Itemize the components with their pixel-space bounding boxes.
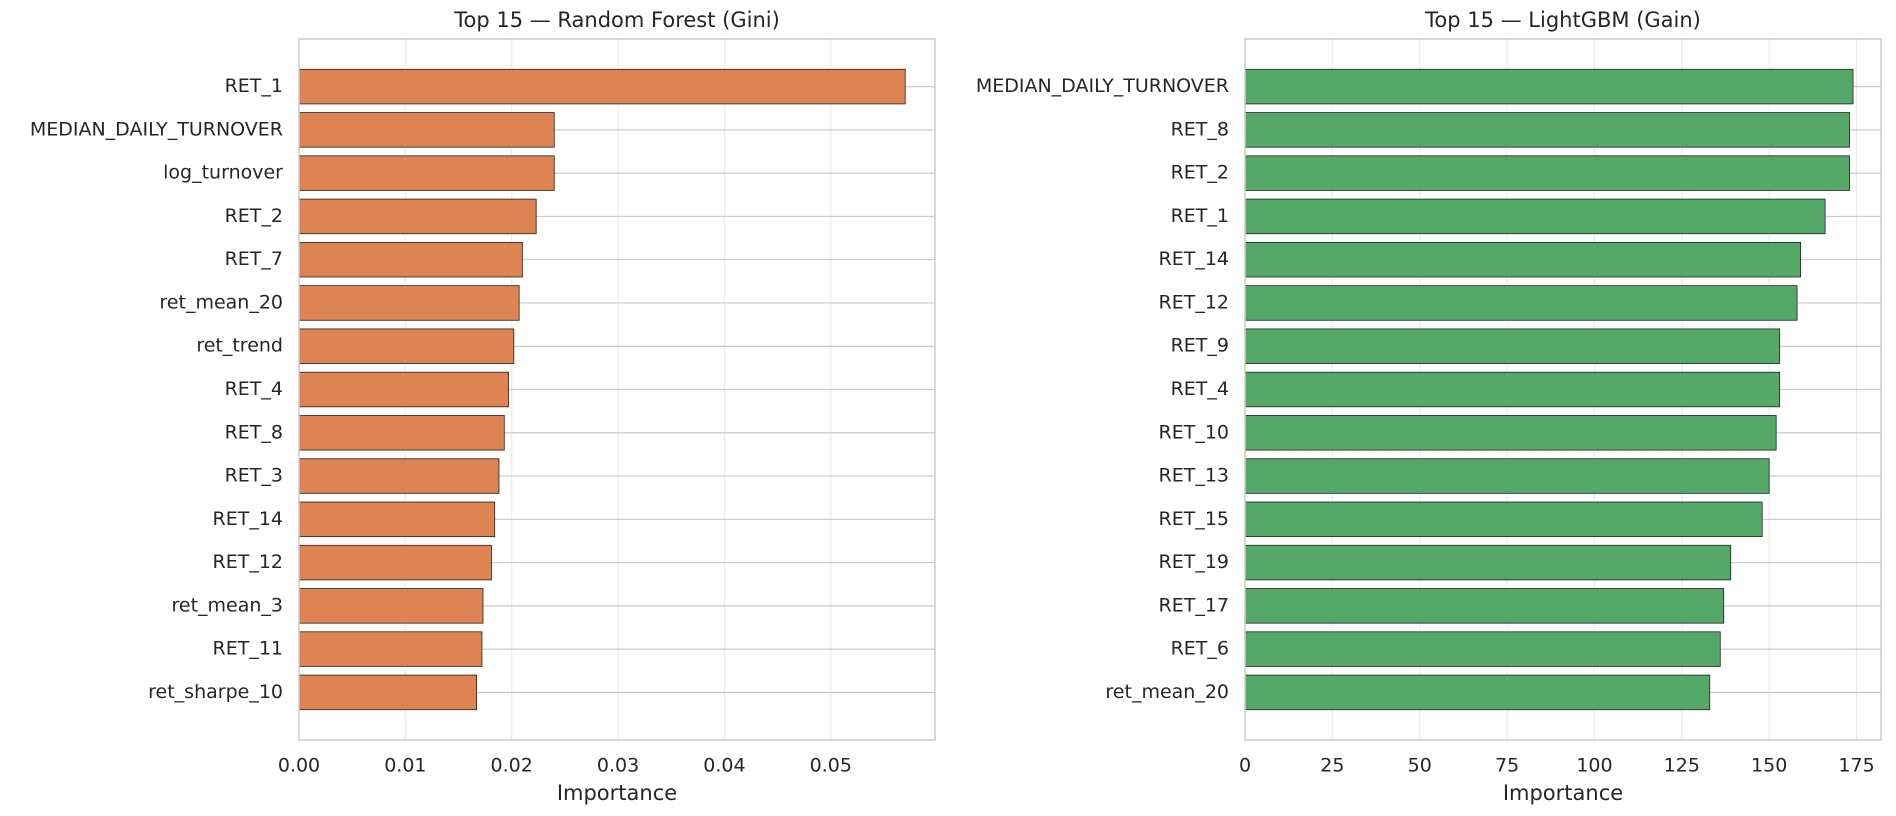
x-tick-label: 100	[1576, 755, 1612, 777]
bar	[1244, 371, 1781, 408]
bar	[1244, 68, 1854, 105]
y-tick-label: RET_12	[1159, 291, 1230, 313]
y-tick-label: RET_11	[213, 638, 284, 660]
chart-title: Top 15 — LightGBM (Gain)	[1424, 8, 1701, 32]
plot-frame	[298, 38, 936, 741]
x-axis-label: Importance	[1503, 781, 1623, 805]
bar	[1244, 112, 1850, 148]
x-tick-label: 150	[1751, 755, 1787, 777]
y-tick-label: RET_8	[1171, 118, 1229, 140]
x-tick-label: 0.02	[491, 755, 533, 777]
plot-frame	[1244, 38, 1882, 741]
y-tick-label: RET_1	[1171, 205, 1229, 227]
x-tick-label: 0.05	[810, 755, 852, 777]
x-tick-label: 75	[1495, 755, 1519, 777]
y-tick-label: RET_19	[1159, 551, 1230, 573]
x-tick-label: 125	[1664, 755, 1700, 777]
bar	[1244, 415, 1777, 451]
bar	[1244, 501, 1763, 538]
bar	[298, 328, 515, 364]
y-tick-label: RET_14	[213, 508, 284, 530]
y-tick-label: RET_8	[225, 421, 283, 443]
x-tick-label: 50	[1408, 755, 1432, 777]
bar	[1244, 285, 1798, 321]
chart-title: Top 15 — Random Forest (Gini)	[453, 8, 780, 32]
bar	[298, 112, 555, 148]
bar	[1244, 544, 1732, 581]
y-tick-label: RET_17	[1159, 594, 1230, 616]
bar	[298, 674, 478, 711]
bar	[298, 458, 500, 494]
y-tick-label: ret_sharpe_10	[148, 681, 283, 703]
y-tick-label: RET_12	[213, 551, 284, 573]
y-tick-label: RET_7	[225, 248, 283, 270]
bar	[298, 198, 537, 235]
x-tick-label: 0.01	[384, 755, 426, 777]
bar	[298, 285, 520, 321]
bar	[1244, 631, 1721, 667]
y-tick-label: RET_13	[1159, 465, 1230, 487]
x-tick-label: 175	[1838, 755, 1874, 777]
bar	[298, 241, 523, 278]
y-tick-label: RET_4	[1171, 378, 1229, 400]
y-tick-label: RET_3	[225, 465, 283, 487]
bar	[298, 371, 509, 408]
bar	[1244, 458, 1770, 494]
y-tick-label: RET_2	[225, 205, 283, 227]
bar	[1244, 198, 1826, 235]
x-tick-label: 0.00	[278, 755, 320, 777]
bar	[1244, 241, 1802, 278]
x-tick-label: 25	[1320, 755, 1344, 777]
y-tick-label: RET_9	[1171, 335, 1229, 357]
y-tick-label: ret_mean_20	[159, 291, 283, 313]
y-tick-label: RET_14	[1159, 248, 1230, 270]
y-tick-label: RET_4	[225, 378, 283, 400]
y-tick-label: MEDIAN_DAILY_TURNOVER	[30, 118, 283, 140]
bar	[1244, 328, 1781, 364]
x-tick-label: 0	[1239, 755, 1251, 777]
y-tick-label: RET_10	[1159, 421, 1230, 443]
bar	[298, 501, 496, 538]
y-tick-label: ret_trend	[196, 335, 283, 357]
x-tick-label: 0.04	[703, 755, 745, 777]
bar	[298, 588, 484, 624]
bar	[1244, 588, 1725, 624]
y-tick-label: RET_15	[1159, 508, 1230, 530]
y-tick-label: log_turnover	[163, 162, 283, 184]
y-tick-label: RET_1	[225, 75, 283, 97]
bar	[298, 68, 906, 105]
bar	[298, 415, 505, 451]
x-tick-label: 0.03	[597, 755, 639, 777]
y-tick-label: RET_2	[1171, 162, 1229, 184]
y-tick-label: MEDIAN_DAILY_TURNOVER	[976, 75, 1229, 97]
y-tick-label: ret_mean_20	[1105, 681, 1229, 703]
bar	[298, 631, 483, 667]
y-tick-label: ret_mean_3	[171, 594, 283, 616]
x-axis-label: Importance	[557, 781, 677, 805]
bar	[298, 544, 492, 581]
bar	[1244, 674, 1711, 711]
bar	[1244, 155, 1850, 191]
y-tick-label: RET_6	[1171, 638, 1229, 660]
bar	[298, 155, 555, 191]
